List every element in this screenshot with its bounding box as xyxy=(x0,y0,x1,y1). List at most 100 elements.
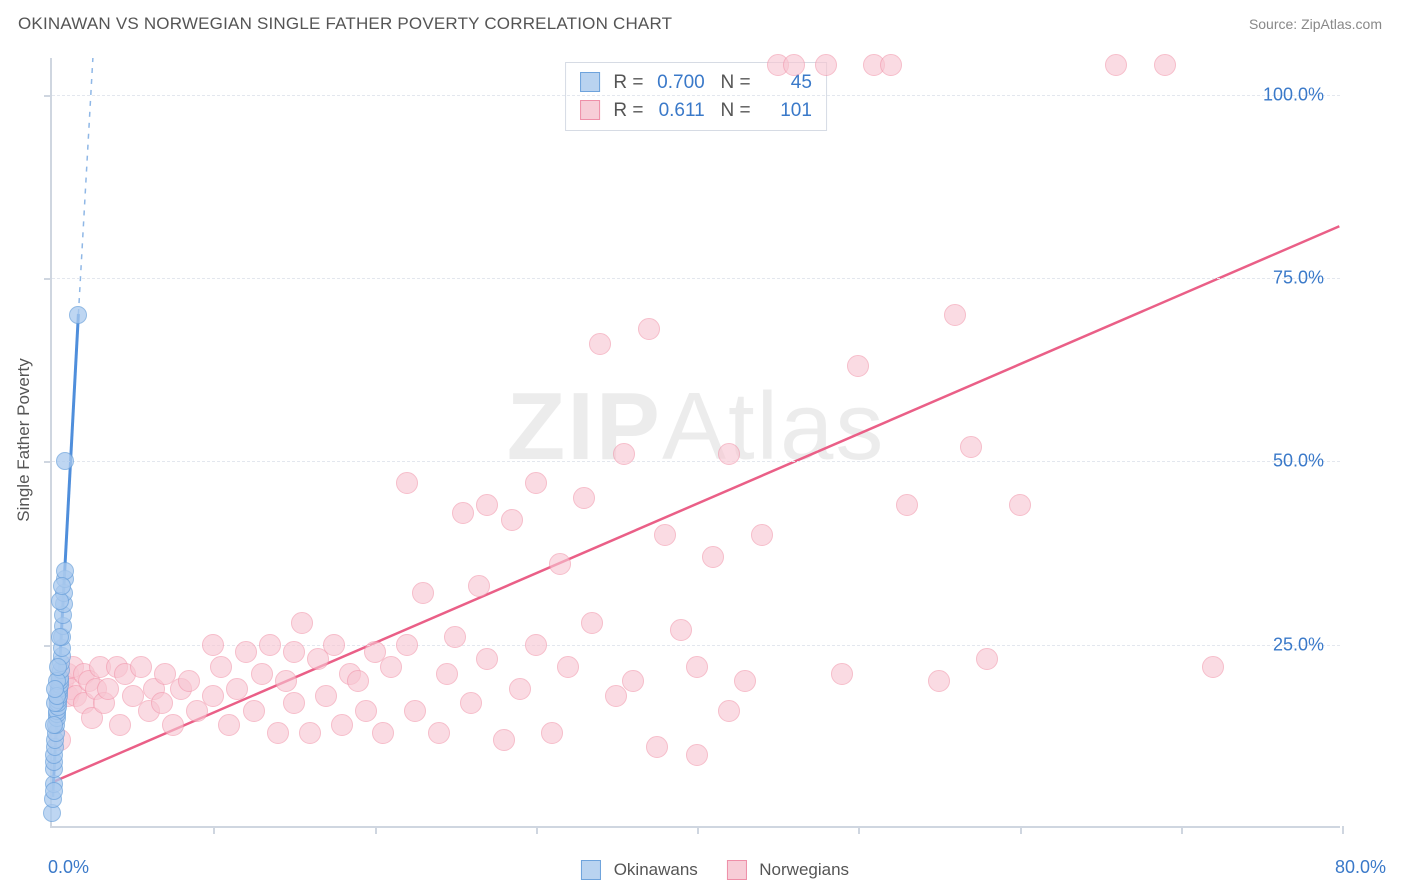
scatter-point-norwegians xyxy=(831,663,853,685)
scatter-point-okinawans xyxy=(53,577,71,595)
legend-label-norwegians: Norwegians xyxy=(759,860,849,879)
scatter-point-norwegians xyxy=(396,634,418,656)
y-tick-label: 50.0% xyxy=(1273,451,1324,472)
scatter-point-norwegians xyxy=(267,722,289,744)
scatter-point-norwegians xyxy=(1105,54,1127,76)
y-axis-tick xyxy=(44,645,52,647)
scatter-point-norwegians xyxy=(589,333,611,355)
y-tick-label: 75.0% xyxy=(1273,268,1324,289)
scatter-point-norwegians xyxy=(259,634,281,656)
y-tick-label: 25.0% xyxy=(1273,634,1324,655)
x-axis-max-label: 80.0% xyxy=(1335,857,1386,878)
scatter-point-norwegians xyxy=(109,714,131,736)
scatter-point-norwegians xyxy=(686,656,708,678)
watermark: ZIPAtlas xyxy=(507,372,886,482)
scatter-point-norwegians xyxy=(525,472,547,494)
scatter-point-norwegians xyxy=(178,670,200,692)
legend-n-norwegians: 101 xyxy=(756,97,812,125)
scatter-point-okinawans xyxy=(45,782,63,800)
scatter-point-norwegians xyxy=(323,634,345,656)
scatter-point-norwegians xyxy=(525,634,547,656)
scatter-point-norwegians xyxy=(162,714,184,736)
scatter-point-okinawans xyxy=(45,716,63,734)
legend-r-okinawans: 0.700 xyxy=(649,69,705,97)
scatter-point-norwegians xyxy=(396,472,418,494)
scatter-point-norwegians xyxy=(283,692,305,714)
scatter-point-norwegians xyxy=(751,524,773,546)
x-axis-tick xyxy=(1342,826,1344,834)
scatter-point-norwegians xyxy=(347,670,369,692)
chart-title: OKINAWAN VS NORWEGIAN SINGLE FATHER POVE… xyxy=(18,14,672,34)
scatter-point-norwegians xyxy=(509,678,531,700)
scatter-point-norwegians xyxy=(783,54,805,76)
x-axis-tick xyxy=(1020,826,1022,834)
x-axis-tick xyxy=(858,826,860,834)
scatter-point-norwegians xyxy=(670,619,692,641)
scatter-point-norwegians xyxy=(1154,54,1176,76)
scatter-point-norwegians xyxy=(202,634,224,656)
scatter-point-norwegians xyxy=(541,722,563,744)
scatter-point-norwegians xyxy=(130,656,152,678)
x-axis-min-label: 0.0% xyxy=(48,857,89,878)
scatter-point-norwegians xyxy=(291,612,313,634)
scatter-point-norwegians xyxy=(960,436,982,458)
scatter-point-norwegians xyxy=(622,670,644,692)
watermark-zip: ZIP xyxy=(507,373,662,480)
scatter-point-norwegians xyxy=(638,318,660,340)
watermark-atlas: Atlas xyxy=(662,373,885,480)
scatter-point-norwegians xyxy=(549,553,571,575)
x-axis-tick xyxy=(1181,826,1183,834)
scatter-point-norwegians xyxy=(372,722,394,744)
scatter-point-norwegians xyxy=(944,304,966,326)
scatter-point-okinawans xyxy=(56,452,74,470)
trend-line xyxy=(53,226,1340,782)
legend-label-okinawans: Okinawans xyxy=(614,860,698,879)
scatter-point-norwegians xyxy=(235,641,257,663)
scatter-point-norwegians xyxy=(210,656,232,678)
scatter-point-norwegians xyxy=(928,670,950,692)
legend-swatch-okinawans xyxy=(580,72,600,92)
scatter-point-norwegians xyxy=(226,678,248,700)
y-axis-title: Single Father Poverty xyxy=(14,358,34,521)
y-axis-tick xyxy=(44,278,52,280)
scatter-point-okinawans xyxy=(51,628,69,646)
scatter-point-norwegians xyxy=(815,54,837,76)
scatter-point-norwegians xyxy=(476,494,498,516)
scatter-point-norwegians xyxy=(283,641,305,663)
scatter-point-norwegians xyxy=(718,700,740,722)
scatter-point-norwegians xyxy=(573,487,595,509)
scatter-point-norwegians xyxy=(299,722,321,744)
scatter-point-norwegians xyxy=(444,626,466,648)
source-label: Source: ZipAtlas.com xyxy=(1249,16,1382,32)
scatter-point-norwegians xyxy=(218,714,240,736)
grid-line-h xyxy=(52,278,1340,279)
scatter-point-norwegians xyxy=(734,670,756,692)
scatter-point-norwegians xyxy=(476,648,498,670)
y-tick-label: 100.0% xyxy=(1263,84,1324,105)
scatter-point-norwegians xyxy=(896,494,918,516)
x-axis-tick xyxy=(213,826,215,834)
scatter-point-norwegians xyxy=(355,700,377,722)
scatter-point-norwegians xyxy=(315,685,337,707)
scatter-point-norwegians xyxy=(847,355,869,377)
scatter-point-norwegians xyxy=(1009,494,1031,516)
scatter-point-norwegians xyxy=(243,700,265,722)
x-axis-tick xyxy=(697,826,699,834)
scatter-point-norwegians xyxy=(581,612,603,634)
scatter-point-norwegians xyxy=(501,509,523,531)
grid-line-h xyxy=(52,461,1340,462)
scatter-point-norwegians xyxy=(654,524,676,546)
y-axis-tick xyxy=(44,95,52,97)
scatter-point-norwegians xyxy=(557,656,579,678)
series-legend: Okinawans Norwegians xyxy=(557,860,849,880)
legend-swatch-norwegians-bottom xyxy=(727,860,747,880)
scatter-point-norwegians xyxy=(880,54,902,76)
scatter-point-norwegians xyxy=(428,722,450,744)
scatter-point-norwegians xyxy=(686,744,708,766)
scatter-point-norwegians xyxy=(460,692,482,714)
scatter-point-norwegians xyxy=(718,443,740,465)
scatter-point-norwegians xyxy=(412,582,434,604)
scatter-point-okinawans xyxy=(49,658,67,676)
grid-line-h xyxy=(52,95,1340,96)
scatter-point-norwegians xyxy=(493,729,515,751)
